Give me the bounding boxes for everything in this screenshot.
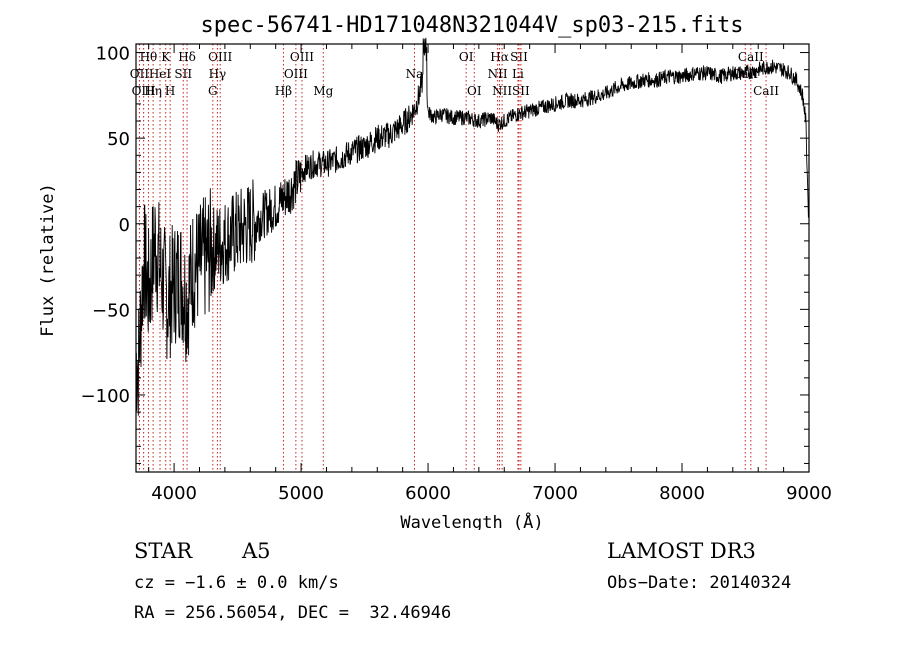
spectral-line-label: Hδ (178, 50, 196, 64)
plot-frame (135, 43, 810, 473)
y-axis-label: Flux (relative) (38, 183, 58, 337)
spectral-line-label: SII (174, 67, 192, 81)
spectral-line-label: OI (459, 50, 474, 64)
x-tick-label: 8000 (659, 483, 705, 504)
spectral-line-label: Mg (313, 84, 333, 98)
spectral-line-label: H (165, 84, 175, 98)
obs-date: Obs−Date: 20140324 (607, 573, 792, 593)
spectrum-chart: spec-56741-HD171048N321044V_sp03-215.fit… (38, 13, 832, 530)
spectral-line-label: CaII (738, 50, 764, 64)
survey-name: LAMOST DR3 (607, 539, 756, 563)
y-tick-label: 50 (107, 129, 130, 150)
spectral-line-label: K (161, 50, 171, 64)
spectral-line-label: G (208, 84, 218, 98)
spectral-line-label: NII (488, 67, 508, 81)
x-axis-label: Wavelength (Å) (400, 511, 543, 530)
spectral-line-label: Na (406, 67, 424, 81)
y-tick-label: 0 (119, 215, 130, 236)
y-tick-label: −100 (81, 386, 130, 407)
spectral-line-label: Hβ (275, 84, 292, 98)
spectral-line-label: SII (510, 50, 528, 64)
object-class: STAR (134, 539, 193, 563)
object-subclass: A5 (242, 539, 271, 563)
spectral-line-label: OIII (284, 67, 308, 81)
spectral-line-label: OIII (290, 50, 314, 64)
spectral-line-label: Hγ (209, 67, 227, 81)
x-tick-label: 5000 (278, 483, 324, 504)
y-tick-label: 100 (96, 44, 130, 65)
flux-series (135, 37, 810, 416)
x-tick-label: 6000 (405, 483, 451, 504)
spectral-line-label: Hη (144, 84, 162, 98)
spectral-line-label: HeI (149, 67, 172, 81)
spectral-line-label: NII (492, 84, 512, 98)
x-tick-label: 7000 (532, 483, 578, 504)
spectral-line-label: OIII (208, 50, 232, 64)
y-tick-label: −50 (92, 300, 130, 321)
spectral-line-label: Li (512, 67, 524, 81)
flux-line (135, 37, 810, 416)
spectral-line-label: SII (512, 84, 530, 98)
axis-ticks: 4000 5000 6000 7000 8000 9000 −100 −50 0 50 100 (81, 44, 832, 504)
spectral-line-label: Hα (490, 50, 509, 64)
spectral-line-label: OII (130, 67, 150, 81)
coordinates: RA = 256.56054, DEC = 32.46946 (134, 603, 452, 623)
spectral-line-label: CaII (753, 84, 779, 98)
spectral-line-label: OI (467, 84, 482, 98)
spectral-line-label: OIII (132, 84, 156, 98)
redshift-text: cz = −1.6 ± 0.0 km/s (134, 573, 339, 593)
x-tick-label: 9000 (786, 483, 832, 504)
chart-title: spec-56741-HD171048N321044V_sp03-215.fit… (200, 13, 743, 38)
x-tick-label: 4000 (151, 483, 197, 504)
